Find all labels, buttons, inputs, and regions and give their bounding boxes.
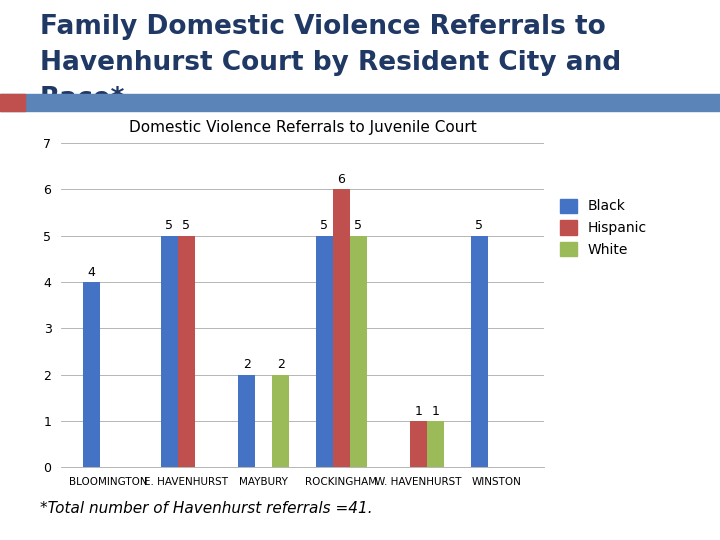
Text: 5: 5 (354, 219, 362, 232)
Text: Havenhurst Court by Resident City and: Havenhurst Court by Resident City and (40, 50, 621, 76)
Text: 1: 1 (415, 404, 423, 417)
Bar (315, 235, 333, 467)
Text: 4: 4 (88, 266, 96, 279)
Bar (471, 235, 487, 467)
Text: *Total number of Havenhurst referrals =41.: *Total number of Havenhurst referrals =4… (40, 501, 372, 516)
Legend: Black, Hispanic, White: Black, Hispanic, White (560, 199, 647, 257)
Bar (427, 421, 444, 467)
Text: 6: 6 (337, 173, 345, 186)
Text: 5: 5 (475, 219, 483, 232)
Bar (410, 421, 427, 467)
Text: 5: 5 (182, 219, 190, 232)
Text: 1: 1 (432, 404, 440, 417)
Bar (161, 235, 178, 467)
Text: 2: 2 (276, 358, 284, 372)
Text: 5: 5 (165, 219, 173, 232)
Title: Domestic Violence Referrals to Juvenile Court: Domestic Violence Referrals to Juvenile … (129, 120, 476, 135)
Text: Family Domestic Violence Referrals to: Family Domestic Violence Referrals to (40, 14, 606, 39)
Bar (272, 375, 289, 467)
Bar (333, 190, 350, 467)
Text: Race*: Race* (40, 86, 125, 112)
Bar (83, 282, 100, 467)
Bar (178, 235, 194, 467)
Text: 5: 5 (320, 219, 328, 232)
Text: 2: 2 (243, 358, 251, 372)
Bar (350, 235, 366, 467)
Bar (238, 375, 255, 467)
